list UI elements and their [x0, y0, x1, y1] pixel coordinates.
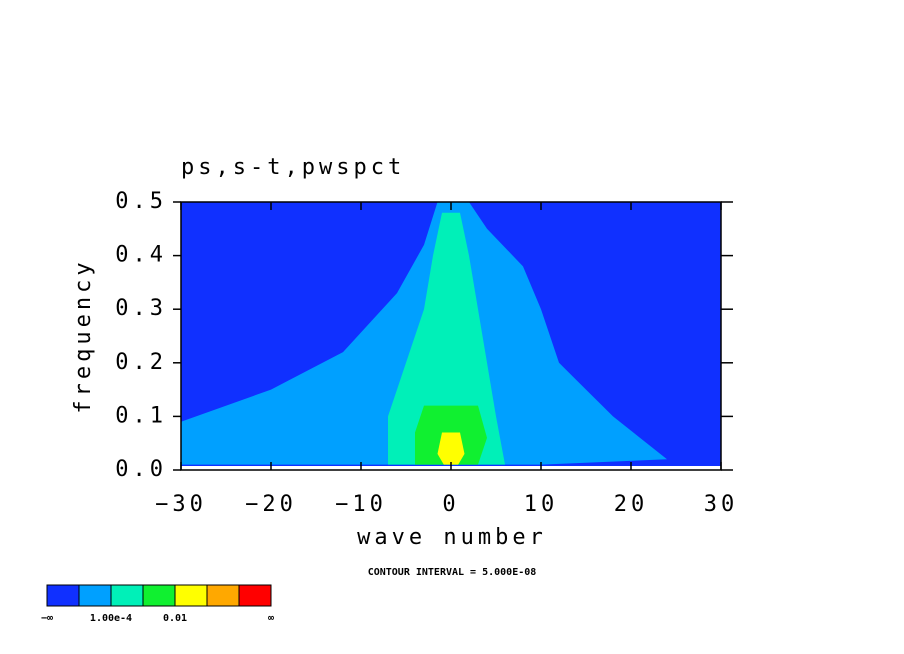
x-tick-label: 20: [614, 492, 649, 517]
colorbar-swatch: [174, 584, 208, 607]
x-tick-label: 10: [524, 492, 559, 517]
y-tick-label: 0.1: [115, 403, 167, 428]
contour-region: [388, 212, 505, 465]
y-tick-label: 0.0: [115, 457, 167, 482]
annotation: CONTOUR INTERVAL = 5.000E-08: [368, 567, 537, 578]
chart-title: ps,s-t,pwspct: [181, 155, 405, 180]
y-tick-label: 0.5: [115, 189, 167, 214]
x-tick-label: 30: [704, 492, 739, 517]
x-axis-label: wave number: [357, 525, 547, 550]
colorbar-label: 0.01: [163, 613, 187, 624]
x-tick-label: −10: [335, 492, 387, 517]
y-tick-label: 0.4: [115, 243, 167, 268]
colorbar-swatch: [78, 584, 112, 607]
y-tick-label: 0.2: [115, 350, 167, 375]
colorbar-swatch: [142, 584, 176, 607]
colorbar-label: ∞: [268, 613, 274, 624]
contour-region: [437, 432, 465, 465]
x-tick-label: 0: [442, 492, 459, 517]
x-tick-label: −20: [245, 492, 297, 517]
y-axis-label: frequency: [71, 258, 96, 413]
colorbar-swatch: [46, 584, 80, 607]
colorbar-swatch: [238, 584, 272, 607]
x-tick-label: −30: [155, 492, 207, 517]
colorbar-swatch: [206, 584, 240, 607]
colorbar-swatch: [110, 584, 144, 607]
colorbar-label: −∞: [41, 613, 53, 624]
colorbar-label: 1.00e-4: [90, 613, 132, 624]
y-tick-label: 0.3: [115, 296, 167, 321]
